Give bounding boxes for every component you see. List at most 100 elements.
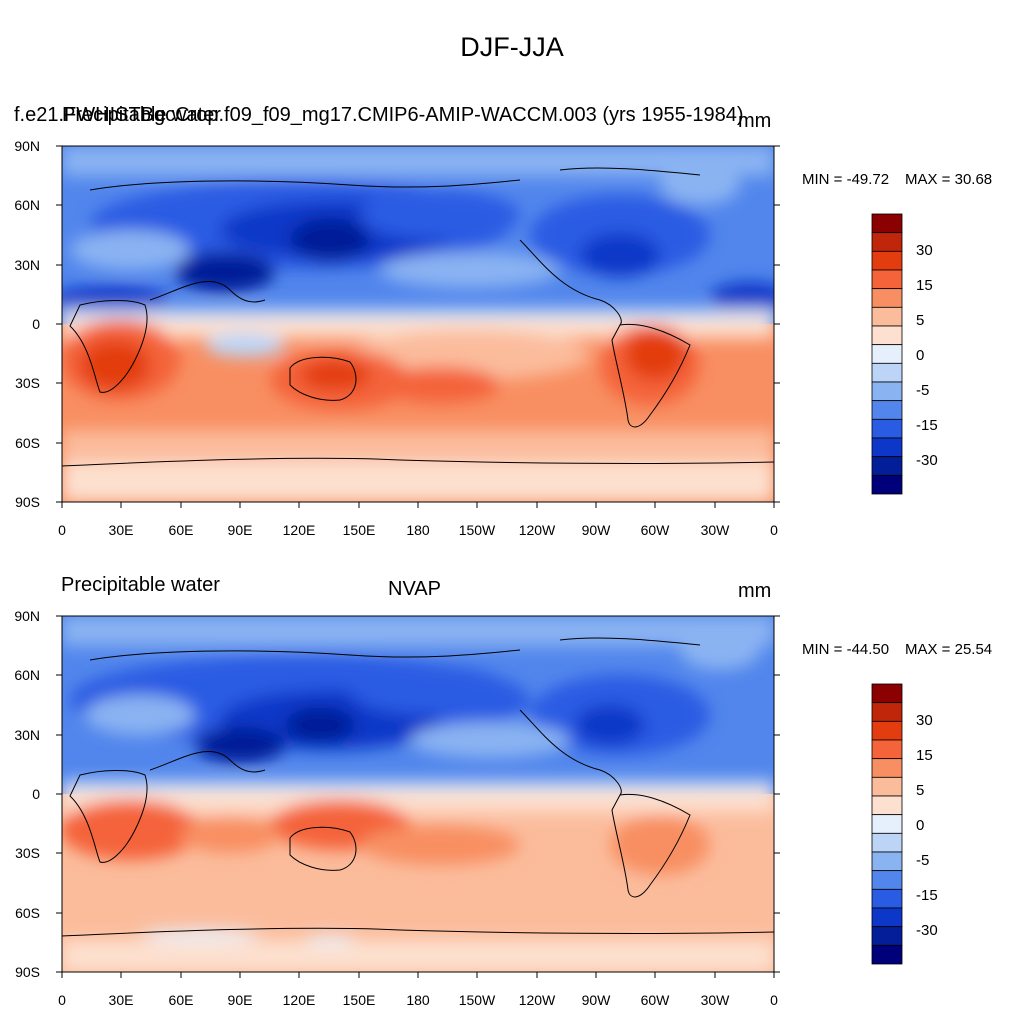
lon-label: 60E xyxy=(169,522,194,538)
lon-label: 0 xyxy=(58,522,66,538)
colorbar-swatch xyxy=(871,870,903,890)
lat-label: 60N xyxy=(14,197,40,213)
colorbar-label: -15 xyxy=(916,417,938,434)
colorbar-swatch xyxy=(871,362,903,383)
colorbar-label: 15 xyxy=(916,747,933,764)
panel-2-coastlines xyxy=(62,637,774,937)
lat-label: 30S xyxy=(15,375,40,391)
panel-2-min-label: MIN = -44.50 xyxy=(802,641,890,658)
lon-label: 180 xyxy=(406,992,430,1008)
lon-label: 30E xyxy=(109,522,134,538)
colorbar-swatch xyxy=(871,437,903,458)
colorbar-label: -5 xyxy=(916,852,929,869)
lon-label: 150W xyxy=(459,522,496,538)
page-title: DJF-JJA xyxy=(460,32,564,62)
lon-label: 120E xyxy=(283,992,316,1008)
colorbar-swatch xyxy=(871,683,903,704)
panel-2-obs-title: NVAP xyxy=(388,578,441,600)
lon-label: 90W xyxy=(582,992,612,1008)
colorbar-label: 15 xyxy=(916,277,933,294)
colorbar-label: -30 xyxy=(916,922,938,939)
lon-label: 90E xyxy=(228,992,253,1008)
lon-label: 0 xyxy=(770,522,778,538)
colorbar-swatch xyxy=(871,232,903,252)
lon-label: 60W xyxy=(641,522,671,538)
panel-2-lon-labels: 0 30E 60E 90E 120E 150E 180 150W 120W 90… xyxy=(58,992,778,1008)
panel-1-lat-labels: 90N 60N 30N 0 30S 60S 90S xyxy=(14,138,40,510)
panel-1-contour-field xyxy=(62,146,774,502)
lon-label: 30W xyxy=(701,522,731,538)
colorbar-label: 0 xyxy=(916,347,924,364)
panel-2-variable-title: Precipitable water xyxy=(61,574,220,596)
colorbar-swatch xyxy=(871,926,903,946)
colorbar-swatch xyxy=(871,269,903,290)
colorbar-label: -5 xyxy=(916,382,929,399)
panel-1-colorbar xyxy=(871,213,903,495)
lon-label: 30W xyxy=(701,992,731,1008)
colorbar-swatch xyxy=(871,288,903,308)
panel-2-lat-labels: 90N 60N 30N 0 30S 60S 90S xyxy=(14,608,40,980)
lat-label: 60N xyxy=(14,667,40,683)
lon-label: 150E xyxy=(343,992,376,1008)
panel-2-colorbar xyxy=(871,683,903,965)
panel-2-contour-field xyxy=(62,616,774,972)
lon-label: 90E xyxy=(228,522,253,538)
lat-label: 0 xyxy=(32,316,40,332)
colorbar-swatch xyxy=(871,250,903,271)
colorbar-swatch xyxy=(871,474,903,495)
lat-label: 60S xyxy=(15,435,40,451)
colorbar-swatch xyxy=(871,758,903,778)
colorbar-swatch xyxy=(871,418,903,439)
colorbar-label: -30 xyxy=(916,452,938,469)
lat-label: 0 xyxy=(32,786,40,802)
panel-2-max-label: MAX = 25.54 xyxy=(905,641,993,658)
colorbar-swatch xyxy=(871,739,903,760)
colorbar-label: -15 xyxy=(916,887,938,904)
lon-label: 120E xyxy=(283,522,316,538)
lat-label: 90S xyxy=(15,964,40,980)
lat-label: 90N xyxy=(14,138,40,154)
panel-1-units: mm xyxy=(738,110,772,132)
colorbar-swatch xyxy=(871,702,903,722)
lon-label: 90W xyxy=(582,522,612,538)
lon-label: 120W xyxy=(519,992,556,1008)
colorbar-label: 30 xyxy=(916,712,933,729)
colorbar-swatch xyxy=(871,381,903,402)
lat-label: 60S xyxy=(15,905,40,921)
colorbar-label: 5 xyxy=(916,782,924,799)
panel-1-lon-labels: 0 30E 60E 90E 120E 150E 180 150W 120W 90… xyxy=(58,522,778,538)
panel-1-min-label: MIN = -49.72 xyxy=(802,171,890,188)
colorbar-swatch xyxy=(871,344,903,364)
colorbar-swatch xyxy=(871,814,903,834)
colorbar-swatch xyxy=(871,720,903,741)
lon-label: 0 xyxy=(58,992,66,1008)
colorbar-swatch xyxy=(871,907,903,928)
colorbar-swatch xyxy=(871,832,903,853)
colorbar-swatch xyxy=(871,795,903,816)
colorbar-label: 5 xyxy=(916,312,924,329)
panel-1-coastlines xyxy=(62,167,774,467)
colorbar-swatch xyxy=(871,325,903,346)
lon-label: 120W xyxy=(519,522,556,538)
lat-label: 30N xyxy=(14,727,40,743)
colorbar-swatch xyxy=(871,213,903,234)
panel-1-variable-title: Precipitable water xyxy=(62,104,221,126)
colorbar-label: 30 xyxy=(916,242,933,259)
panel-2-colorbar-labels: 30 15 5 0 -5 -15 -30 xyxy=(916,712,938,939)
colorbar-swatch xyxy=(871,944,903,965)
lon-label: 150E xyxy=(343,522,376,538)
panel-1-max-label: MAX = 30.68 xyxy=(905,171,993,188)
colorbar-swatch xyxy=(871,456,903,476)
colorbar-swatch xyxy=(871,851,903,872)
lon-label: 150W xyxy=(459,992,496,1008)
panel-1-ticks xyxy=(56,145,780,508)
colorbar-swatch xyxy=(871,888,903,909)
lon-label: 60E xyxy=(169,992,194,1008)
lat-label: 90N xyxy=(14,608,40,624)
lat-label: 90S xyxy=(15,494,40,510)
panel-1-map: 90N 60N 30N 0 30S 60S 90S 0 30E 60E 90E … xyxy=(14,138,780,538)
lat-label: 30S xyxy=(15,845,40,861)
panel-2-units: mm xyxy=(738,580,772,602)
lon-label: 60W xyxy=(641,992,671,1008)
